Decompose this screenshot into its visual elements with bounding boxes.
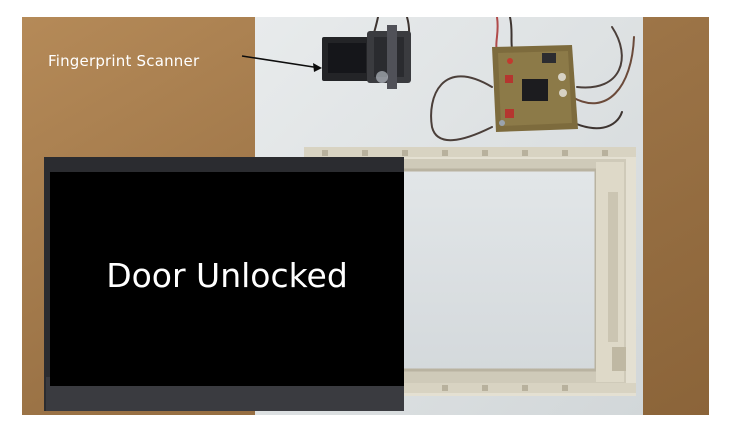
photo-frame: Fingerprint Scanner Door Unlocked: [22, 17, 709, 415]
fingerprint-scanner-device: [322, 25, 411, 89]
fingerprint-scanner-label: Fingerprint Scanner: [48, 52, 200, 70]
door-status-text: Door Unlocked: [106, 255, 348, 295]
callout-arrow: [241, 55, 322, 72]
door-status-overlay: Door Unlocked: [50, 172, 404, 386]
microcontroller-board: [492, 45, 578, 132]
scene-illustration: [22, 17, 709, 415]
